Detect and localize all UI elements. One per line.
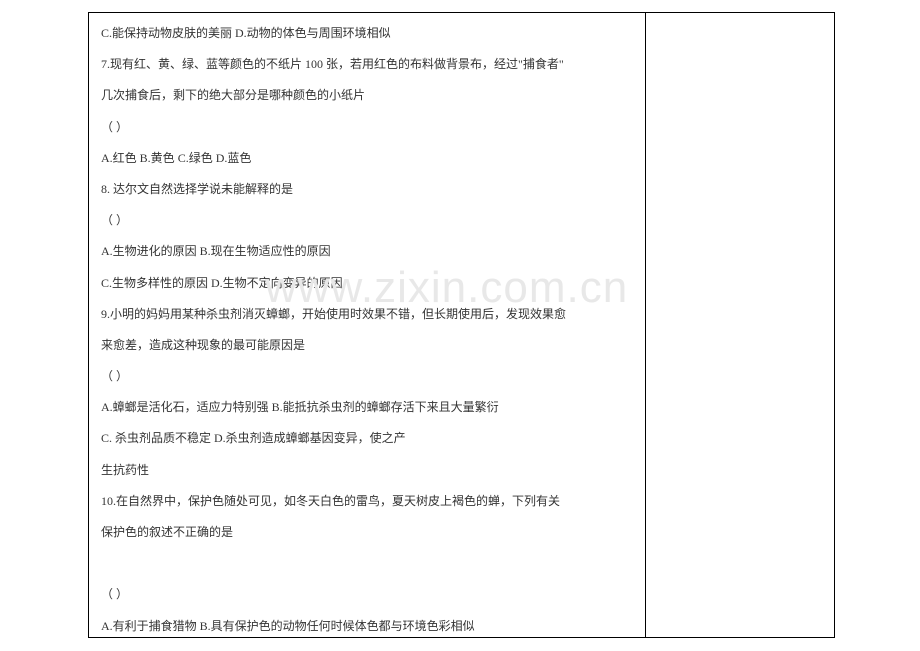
q8-stem: 8. 达尔文自然选择学说未能解释的是 — [101, 174, 633, 205]
q9-options-cd-line1: C. 杀虫剂品质不稳定 D.杀虫剂造成蟑螂基因变异，使之产 — [101, 423, 633, 454]
q7-opt-b: B.黄色 — [140, 151, 175, 165]
q8-opt-b: B.现在生物适应性的原因 — [200, 244, 331, 258]
q9-opt-c: C. 杀虫剂品质不稳定 — [101, 431, 211, 445]
q9-opt-d-part1: D.杀虫剂造成蟑螂基因变异，使之产 — [214, 431, 406, 445]
q7-stem-line2: 几次捕食后，剩下的绝大部分是哪种颜色的小纸片 — [101, 80, 633, 111]
q9-opt-b: B.能抵抗杀虫剂的蟑螂存活下来且大量繁衍 — [272, 400, 499, 414]
q6-options-cd: C.能保持动物皮肤的美丽 D.动物的体色与周围环境相似 — [101, 18, 633, 49]
q8-paren: （ ） — [101, 205, 633, 236]
q8-options-cd: C.生物多样性的原因 D.生物不定向变异的原因 — [101, 268, 633, 299]
q8-opt-d: D.生物不定向变异的原因 — [211, 276, 343, 290]
q10-options-ab: A.有利于捕食猎物 B.具有保护色的动物任何时候体色都与环境色彩相似 — [101, 611, 633, 642]
q10-opt-a: A.有利于捕食猎物 — [101, 619, 197, 633]
q7-paren: （ ） — [101, 112, 633, 143]
question-content: C.能保持动物皮肤的美丽 D.动物的体色与周围环境相似 7.现有红、黄、绿、蓝等… — [89, 13, 645, 647]
q9-options-ab: A.蟑螂是活化石，适应力特别强 B.能抵抗杀虫剂的蟑螂存活下来且大量繁衍 — [101, 392, 633, 423]
page-border: www.zixin.com.cn C.能保持动物皮肤的美丽 D.动物的体色与周围… — [88, 12, 835, 638]
q8-options-ab: A.生物进化的原因 B.现在生物适应性的原因 — [101, 236, 633, 267]
q7-stem-line1: 7.现有红、黄、绿、蓝等颜色的不纸片 100 张，若用红色的布料做背景布，经过"… — [101, 49, 633, 80]
q7-opt-a: A.红色 — [101, 151, 137, 165]
q9-stem-line2: 来愈差，造成这种现象的最可能原因是 — [101, 330, 633, 361]
q10-paren: （ ） — [101, 579, 633, 610]
q8-opt-c: C.生物多样性的原因 — [101, 276, 208, 290]
q6-opt-c: C.能保持动物皮肤的美丽 — [101, 26, 232, 40]
blank-line — [101, 548, 633, 579]
q9-opt-d-part2: 生抗药性 — [101, 455, 633, 486]
q8-opt-a: A.生物进化的原因 — [101, 244, 197, 258]
vertical-divider — [645, 13, 646, 637]
q7-opt-c: C.绿色 — [178, 151, 213, 165]
q7-options: A.红色 B.黄色 C.绿色 D.蓝色 — [101, 143, 633, 174]
q6-opt-d: D.动物的体色与周围环境相似 — [235, 26, 391, 40]
q9-stem-line1: 9.小明的妈妈用某种杀虫剂消灭蟑螂，开始使用时效果不错，但长期使用后，发现效果愈 — [101, 299, 633, 330]
q7-opt-d: D.蓝色 — [216, 151, 252, 165]
q10-opt-b: B.具有保护色的动物任何时候体色都与环境色彩相似 — [200, 619, 475, 633]
q10-stem-line1: 10.在自然界中，保护色随处可见，如冬天白色的雷鸟，夏天树皮上褐色的蝉，下列有关 — [101, 486, 633, 517]
q10-stem-line2: 保护色的叙述不正确的是 — [101, 517, 633, 548]
q9-opt-a: A.蟑螂是活化石，适应力特别强 — [101, 400, 269, 414]
q9-paren: （ ） — [101, 361, 633, 392]
